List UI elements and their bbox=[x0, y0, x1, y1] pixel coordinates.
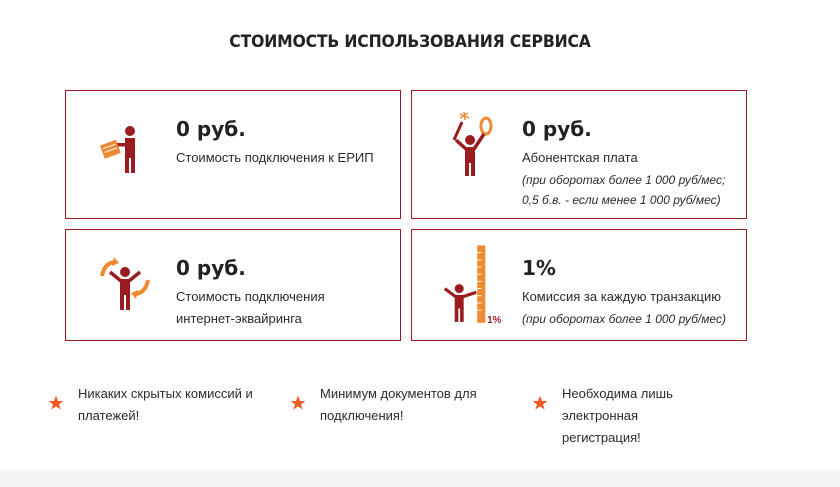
pricing-card-commission: 1% 1% Комиссия за каждую транзакцию (при… bbox=[411, 229, 747, 341]
card-description-line2: интернет-эквайринга bbox=[176, 311, 302, 326]
card-price: 0 руб. bbox=[176, 256, 246, 280]
card-price: 0 руб. bbox=[522, 117, 592, 141]
card-description-text: Комиссия за каждую транзакцию bbox=[522, 289, 721, 304]
card-description: Абонентская плата (при оборотах более 1 … bbox=[522, 147, 742, 209]
person-holding-zero-icon bbox=[452, 111, 493, 176]
feature-text-line1: Никаких скрытых комиссий и bbox=[78, 386, 253, 401]
card-description-line1: Стоимость подключения bbox=[176, 289, 325, 304]
person-with-ruler-icon: 1% bbox=[443, 245, 502, 326]
card-price: 1% bbox=[522, 256, 556, 280]
feature-text-line2: платежей! bbox=[78, 408, 140, 423]
feature-text-line2: регистрация! bbox=[562, 430, 641, 445]
feature-text: Необходима лишь электронная регистрация! bbox=[562, 383, 752, 449]
card-note-line1: (при оборотах более 1 000 руб/мес) bbox=[522, 312, 726, 326]
feature-text: Никаких скрытых комиссий и платежей! bbox=[78, 383, 268, 427]
pricing-card-acquiring: 0 руб. Стоимость подключения интернет-эк… bbox=[65, 229, 401, 341]
footer-band bbox=[0, 470, 840, 487]
star-icon bbox=[532, 395, 548, 410]
feature-text: Минимум документов для подключения! bbox=[320, 383, 510, 427]
card-note-line1: (при оборотах более 1 000 руб/мес; bbox=[522, 173, 726, 187]
person-with-arrows-icon bbox=[100, 257, 150, 310]
ruler-label: 1% bbox=[487, 315, 501, 326]
card-description-text: Абонентская плата bbox=[522, 150, 638, 165]
feature-text-line1: Минимум документов для bbox=[320, 386, 477, 401]
pricing-card-subscription: 0 руб. Абонентская плата (при оборотах б… bbox=[411, 90, 747, 219]
star-icon bbox=[290, 395, 306, 410]
card-description: Комиссия за каждую транзакцию (при оборо… bbox=[522, 286, 742, 330]
person-with-paper-icon bbox=[99, 126, 135, 173]
card-description: Стоимость подключения интернет-эквайринг… bbox=[176, 286, 391, 330]
feature-text-line2: подключения! bbox=[320, 408, 404, 423]
star-icon bbox=[48, 395, 64, 410]
section-title: СТОИМОСТЬ ИСПОЛЬЗОВАНИЯ СЕРВИСА bbox=[229, 32, 591, 52]
feature-text-line1: Необходима лишь электронная bbox=[562, 386, 673, 423]
pricing-card-connection: 0 руб. Стоимость подключения к ЕРИП bbox=[65, 90, 401, 219]
card-note-line2: 0,5 б.в. - если менее 1 000 руб/мес) bbox=[522, 193, 721, 207]
card-price: 0 руб. bbox=[176, 117, 246, 141]
card-description: Стоимость подключения к ЕРИП bbox=[176, 150, 374, 165]
